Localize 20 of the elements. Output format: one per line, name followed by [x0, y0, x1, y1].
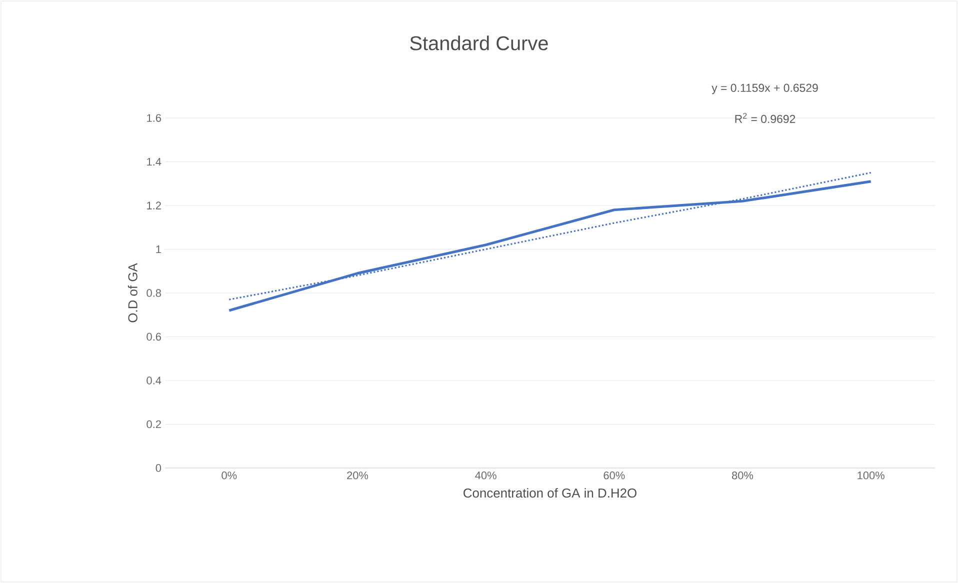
y-tick-label: 0.4 — [146, 376, 162, 384]
x-axis-title: Concentration of GA in D.H2O — [464, 488, 636, 498]
y-axis-title: O.D of GA — [128, 263, 138, 322]
y-tick-label: 0 — [156, 464, 162, 472]
y-tick-label: 0.6 — [146, 332, 161, 341]
x-tick-label: 60% — [604, 472, 625, 480]
y-tick-label: 1.4 — [147, 158, 162, 166]
x-tick-label: 0% — [222, 472, 237, 480]
y-tick-label: 1.6 — [147, 114, 161, 122]
x-tick-label: 80% — [732, 472, 754, 480]
y-tick-label: 1.2 — [147, 202, 161, 210]
chart-title: Standard Curve — [410, 36, 548, 50]
x-tick-label: 20% — [347, 472, 368, 480]
text: y = 0.1159x + 0.6529 — [712, 84, 818, 94]
y-tick-label: 0.8 — [146, 289, 161, 297]
x-tick-label: 40% — [475, 472, 496, 480]
x-tick-label: 100% — [858, 472, 884, 480]
y-tick-label: 0.2 — [146, 420, 161, 428]
y-tick-label: 1 — [156, 245, 161, 254]
annotation: R$^{2}$ = 0.9692 — [735, 112, 796, 124]
